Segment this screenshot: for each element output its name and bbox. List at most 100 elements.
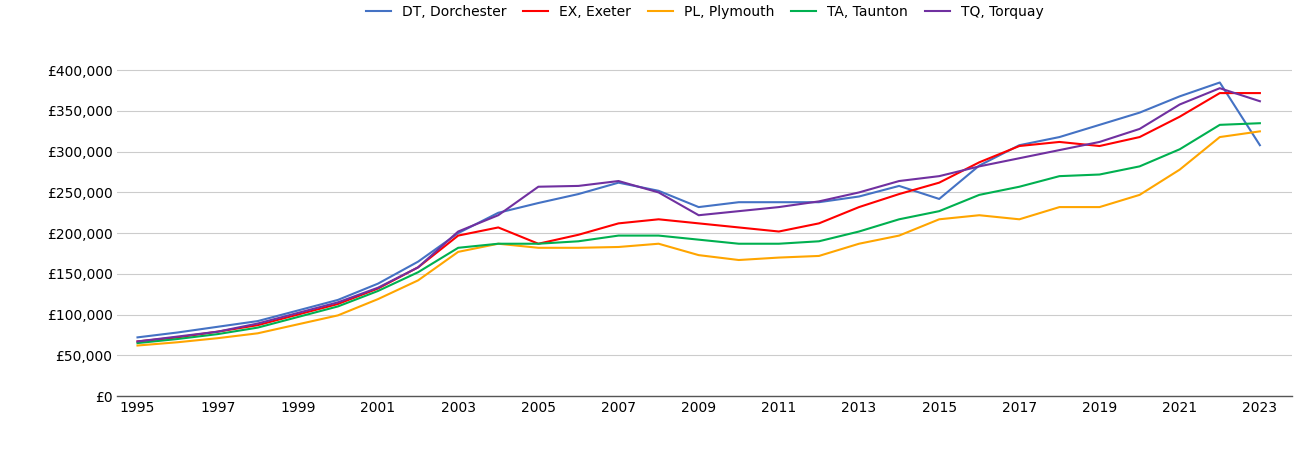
TQ, Torquay — [491, 212, 506, 218]
PL, Plymouth — [1052, 204, 1067, 210]
TQ, Torquay — [450, 229, 466, 234]
TQ, Torquay — [1131, 126, 1147, 131]
EX, Exeter — [690, 220, 706, 226]
EX, Exeter — [731, 225, 746, 230]
EX, Exeter — [1092, 143, 1108, 148]
EX, Exeter — [1011, 143, 1027, 148]
DT, Dorchester — [371, 281, 386, 286]
TA, Taunton — [210, 331, 226, 337]
DT, Dorchester — [1011, 143, 1027, 148]
EX, Exeter — [1172, 114, 1188, 119]
DT, Dorchester — [531, 200, 547, 206]
TQ, Torquay — [410, 265, 425, 270]
TA, Taunton — [651, 233, 667, 238]
EX, Exeter — [611, 220, 626, 226]
EX, Exeter — [330, 302, 346, 307]
TA, Taunton — [1092, 172, 1108, 177]
EX, Exeter — [371, 286, 386, 291]
PL, Plymouth — [1011, 216, 1027, 222]
TA, Taunton — [1011, 184, 1027, 189]
Legend: DT, Dorchester, EX, Exeter, PL, Plymouth, TA, Taunton, TQ, Torquay: DT, Dorchester, EX, Exeter, PL, Plymouth… — [360, 0, 1049, 24]
DT, Dorchester — [851, 194, 867, 199]
DT, Dorchester — [891, 183, 907, 189]
TA, Taunton — [491, 241, 506, 247]
TA, Taunton — [371, 288, 386, 294]
TQ, Torquay — [1092, 139, 1108, 144]
PL, Plymouth — [210, 336, 226, 341]
TA, Taunton — [290, 314, 305, 319]
TQ, Torquay — [170, 334, 185, 339]
DT, Dorchester — [1172, 94, 1188, 99]
EX, Exeter — [651, 216, 667, 222]
TA, Taunton — [731, 241, 746, 247]
TA, Taunton — [450, 245, 466, 251]
TA, Taunton — [410, 270, 425, 275]
TA, Taunton — [570, 238, 586, 244]
TA, Taunton — [1131, 164, 1147, 169]
TQ, Torquay — [1052, 148, 1067, 153]
TA, Taunton — [129, 340, 145, 346]
TQ, Torquay — [570, 183, 586, 189]
DT, Dorchester — [651, 188, 667, 194]
DT, Dorchester — [290, 308, 305, 313]
PL, Plymouth — [410, 278, 425, 283]
EX, Exeter — [531, 241, 547, 247]
PL, Plymouth — [1251, 129, 1267, 134]
TA, Taunton — [690, 237, 706, 243]
TQ, Torquay — [651, 190, 667, 195]
TQ, Torquay — [1011, 156, 1027, 161]
TA, Taunton — [812, 238, 827, 244]
TA, Taunton — [330, 304, 346, 309]
EX, Exeter — [1052, 139, 1067, 144]
TA, Taunton — [170, 336, 185, 342]
EX, Exeter — [450, 233, 466, 238]
TA, Taunton — [891, 216, 907, 222]
DT, Dorchester — [690, 204, 706, 210]
DT, Dorchester — [1052, 135, 1067, 140]
PL, Plymouth — [1131, 192, 1147, 198]
TQ, Torquay — [129, 339, 145, 344]
TA, Taunton — [971, 192, 987, 198]
DT, Dorchester — [971, 163, 987, 168]
EX, Exeter — [1131, 135, 1147, 140]
PL, Plymouth — [531, 245, 547, 251]
DT, Dorchester — [251, 319, 266, 324]
Line: TA, Taunton: TA, Taunton — [137, 123, 1259, 343]
EX, Exeter — [1212, 90, 1228, 96]
PL, Plymouth — [932, 216, 947, 222]
DT, Dorchester — [1092, 122, 1108, 127]
TQ, Torquay — [731, 208, 746, 214]
PL, Plymouth — [170, 340, 185, 345]
DT, Dorchester — [611, 180, 626, 185]
TQ, Torquay — [690, 212, 706, 218]
PL, Plymouth — [1212, 135, 1228, 140]
TQ, Torquay — [971, 164, 987, 169]
TA, Taunton — [932, 208, 947, 214]
EX, Exeter — [932, 180, 947, 185]
TA, Taunton — [1172, 147, 1188, 152]
TA, Taunton — [611, 233, 626, 238]
PL, Plymouth — [251, 331, 266, 336]
EX, Exeter — [410, 265, 425, 270]
PL, Plymouth — [651, 241, 667, 247]
TA, Taunton — [251, 325, 266, 330]
PL, Plymouth — [371, 297, 386, 302]
DT, Dorchester — [129, 335, 145, 340]
DT, Dorchester — [450, 230, 466, 236]
EX, Exeter — [812, 220, 827, 226]
PL, Plymouth — [1172, 167, 1188, 172]
PL, Plymouth — [290, 322, 305, 327]
DT, Dorchester — [812, 199, 827, 205]
TQ, Torquay — [611, 178, 626, 184]
Line: DT, Dorchester: DT, Dorchester — [137, 82, 1259, 338]
DT, Dorchester — [731, 199, 746, 205]
Line: TQ, Torquay: TQ, Torquay — [137, 88, 1259, 342]
DT, Dorchester — [570, 191, 586, 197]
DT, Dorchester — [410, 259, 425, 264]
TA, Taunton — [771, 241, 787, 247]
PL, Plymouth — [891, 233, 907, 238]
Line: EX, Exeter: EX, Exeter — [137, 93, 1259, 342]
TQ, Torquay — [771, 204, 787, 210]
PL, Plymouth — [450, 249, 466, 255]
DT, Dorchester — [932, 196, 947, 202]
